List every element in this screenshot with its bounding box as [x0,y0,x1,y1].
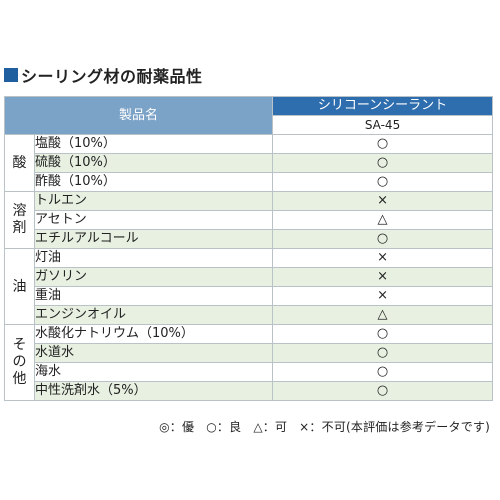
rating-mark: ○ [272,134,494,154]
chemical-name: 中性洗剤水（5%） [33,381,274,401]
chemical-name: 酢酸（10%） [33,172,274,192]
page-title: シーリング材の耐薬品性 [4,64,203,86]
title-square-icon [4,68,18,82]
group-label-text: 酸 [12,155,27,171]
table-row: アセトン △ [5,210,494,230]
table-body: 酸塩酸（10%） ○ 硫酸（10%） ○ 酢酸（10%） ○ 溶剤トルエン × アセトン △ エチル… [4,134,494,401]
series-header: シリコーンシーラント [272,96,494,116]
chemical-name: アセトン [33,210,274,230]
group-label-text: 溶剤 [12,203,27,236]
legend-poor: ×：不可(本評価は参考データです) [299,420,490,434]
group-label: その他 [4,324,35,401]
chemical-name: 灯油 [33,248,274,268]
chemical-name: 重油 [33,286,274,306]
chemical-resistance-table: 製品名 シリコーンシーラント SA-45 酸塩酸（10%） ○ 硫酸（10%） ○ 酢酸… [3,96,494,401]
rating-mark: ○ [272,172,494,192]
rating-mark: ○ [272,229,494,249]
table-row: エンジンオイル △ [5,305,494,325]
product-name-header: 製品名 [3,96,274,135]
rating-mark: ○ [272,343,494,363]
group-label: 油 [4,248,35,325]
group-label-text: 油 [12,278,27,295]
legend-excellent: ◎：優 [159,420,195,434]
chemical-name: 水酸化ナトリウム（10%） [33,324,274,344]
rating-mark: × [272,267,494,287]
table-row: 海水 ○ [5,362,494,382]
legend-fair: △：可 [253,420,288,434]
rating-mark: × [272,191,494,211]
rating-legend: ◎：優 ○：良 △：可 ×：不可(本評価は参考データです) [151,418,490,435]
table-row: 重油 × [5,286,494,306]
table-row: ガソリン × [5,267,494,287]
chemical-name: 海水 [33,362,274,382]
chemical-name: エチルアルコール [33,229,274,249]
table-row: 硫酸（10%） ○ [5,153,494,173]
group-label-text: その他 [12,337,27,387]
rating-mark: × [272,286,494,306]
chemical-name: 硫酸（10%） [33,153,274,173]
rating-mark: ○ [272,362,494,382]
page-title-text: シーリング材の耐薬品性 [21,67,203,86]
table-row: 酸塩酸（10%） ○ [4,134,494,192]
rating-mark: × [272,248,494,268]
table-row: 水道水 ○ [5,343,494,363]
table-row: その他水酸化ナトリウム（10%） ○ [4,324,494,401]
table-row: 酢酸（10%） ○ [5,172,494,192]
table-row: 油灯油 × [4,248,494,325]
legend-good: ○：良 [206,420,242,434]
table-row: エチルアルコール ○ [5,229,494,249]
chemical-name: 水道水 [33,343,274,363]
rating-mark: △ [272,305,494,325]
rating-mark: △ [272,210,494,230]
table-row: 中性洗剤水（5%） ○ [5,381,494,401]
model-header: SA-45 [272,115,494,135]
chemical-name: ガソリン [33,267,274,287]
table-row: 溶剤トルエン × [4,191,494,249]
rating-mark: ○ [272,153,494,173]
group-label: 酸 [4,134,35,192]
group-label: 溶剤 [4,191,35,249]
chemical-name: 塩酸（10%） [33,134,274,154]
chemical-name: エンジンオイル [33,305,274,325]
rating-mark: ○ [272,324,494,344]
chemical-name: トルエン [33,191,274,211]
rating-mark: ○ [272,381,494,401]
